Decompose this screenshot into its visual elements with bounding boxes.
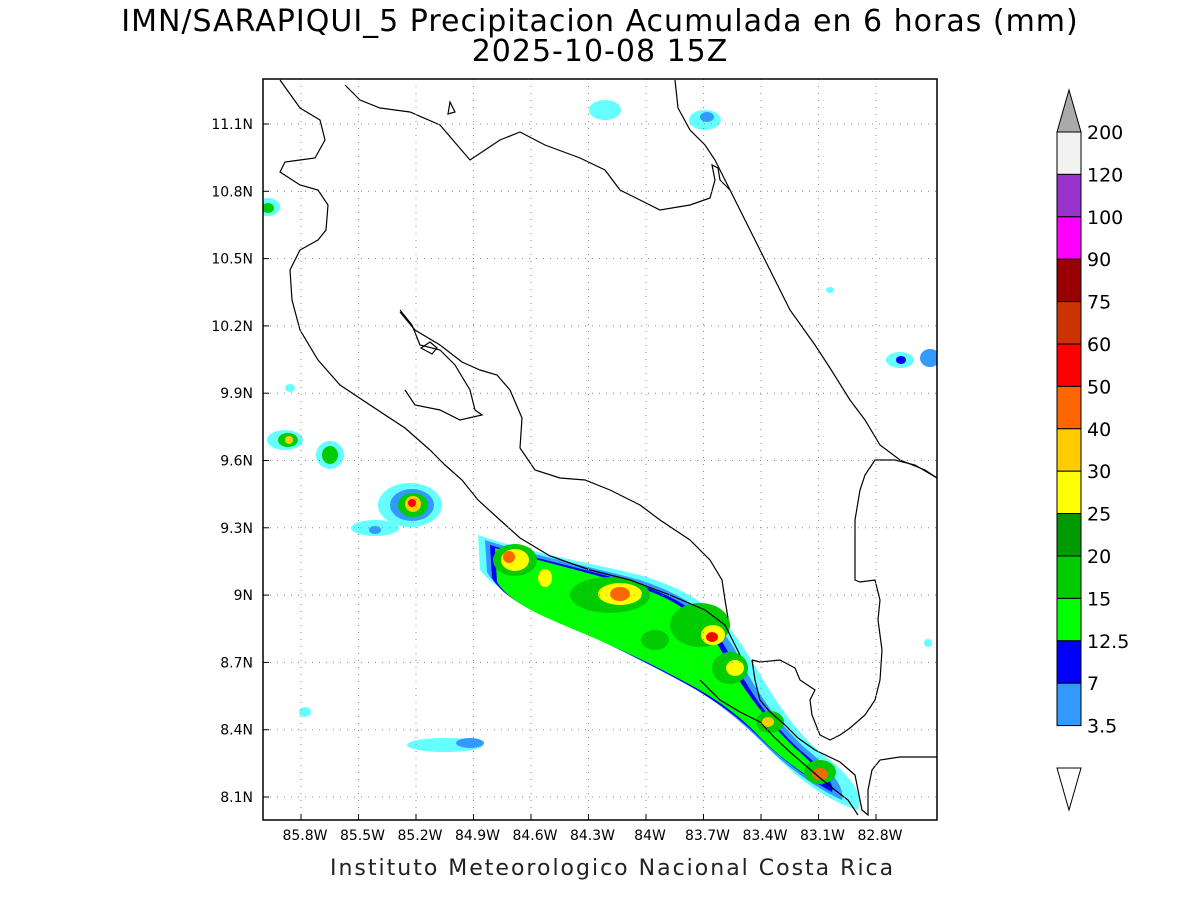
lon-tick-label: 84.9W	[455, 828, 500, 844]
colorbar-swatch	[1056, 428, 1082, 472]
lat-tick-label: 10.2N	[211, 319, 253, 335]
colorbar-label: 20	[1087, 546, 1111, 568]
lon-tick-label: 85.8W	[282, 828, 327, 844]
colorbar-legend: 200 120 100 90 75 60 50 40 30 25 20 15 12.5 7 3.5	[1056, 88, 1129, 812]
map-frame	[262, 78, 938, 821]
lon-tick-label: 83.4W	[742, 828, 787, 844]
colorbar-swatch	[1056, 131, 1082, 175]
lat-tick-label: 9.6N	[220, 454, 253, 470]
colorbar-swatch	[1056, 173, 1082, 218]
colorbar-label: 100	[1087, 207, 1123, 229]
lat-tick-label: 9.3N	[220, 521, 253, 537]
colorbar-swatch	[1056, 513, 1082, 557]
lon-tick-label: 85.5W	[340, 828, 385, 844]
lat-tick-label: 9.9N	[220, 386, 253, 402]
colorbar-label: 120	[1087, 164, 1123, 186]
colorbar-swatch	[1056, 301, 1082, 345]
lon-tick-label: 84.6W	[512, 828, 557, 844]
colorbar-label: 12.5	[1087, 631, 1129, 653]
lat-tick-label: 8.4N	[220, 723, 253, 739]
colorbar-swatch	[1056, 597, 1082, 642]
lon-tick-label: 82.8W	[857, 828, 902, 844]
map-subtitle: 2025-10-08 15Z	[471, 34, 729, 69]
graticule	[263, 79, 937, 820]
lat-tick-label: 10.8N	[211, 184, 253, 200]
colorbar-label: 3.5	[1087, 716, 1117, 738]
longitude-labels: 85.8W 85.5W 85.2W 84.9W 84.6W 84.3W 84W 83.7W 83…	[282, 828, 902, 844]
lat-tick-label: 9N	[234, 588, 253, 604]
colorbar-label: 50	[1087, 376, 1111, 398]
colorbar-swatch	[1056, 216, 1082, 260]
colorbar-label: 40	[1087, 419, 1111, 441]
colorbar-swatch	[1056, 258, 1082, 303]
colorbar-label: 7	[1087, 673, 1099, 695]
colorbar-label: 30	[1087, 461, 1111, 483]
lon-tick-label: 85.2W	[397, 828, 442, 844]
lat-tick-label: 11.1N	[211, 117, 253, 133]
lon-tick-label: 84.3W	[570, 828, 615, 844]
lon-tick-label: 83.7W	[685, 828, 730, 844]
colorbar-label: 200	[1087, 122, 1123, 144]
colorbar-label: 25	[1087, 504, 1111, 526]
coastline	[279, 79, 937, 817]
colorbar-max-arrow	[1056, 88, 1082, 133]
colorbar-label: 15	[1087, 588, 1111, 610]
colorbar-swatch	[1056, 555, 1082, 599]
colorbar-swatch	[1056, 470, 1082, 515]
colorbar-min-arrow	[1056, 767, 1082, 812]
precipitation-field	[263, 100, 937, 810]
colorbar-label: 60	[1087, 334, 1111, 356]
footer-credit: Instituto Meteorologico Nacional Costa R…	[330, 856, 896, 881]
colorbar-swatch	[1056, 640, 1082, 684]
colorbar-swatch	[1056, 682, 1082, 727]
colorbar-swatch	[1056, 343, 1082, 387]
lat-tick-label: 8.7N	[220, 655, 253, 671]
colorbar-swatch	[1056, 385, 1082, 430]
latitude-labels: 11.1N 10.8N 10.5N 10.2N 9.9N 9.6N 9.3N 9N 8.7N 8.…	[211, 117, 253, 806]
map-title: IMN/SARAPIQUI_5 Precipitacion Acumulada …	[121, 4, 1079, 39]
lon-tick-label: 84W	[634, 828, 666, 844]
colorbar-label: 90	[1087, 249, 1111, 271]
colorbar-label: 75	[1087, 292, 1111, 314]
lon-tick-label: 83.1W	[800, 828, 845, 844]
lat-tick-label: 8.1N	[220, 790, 253, 806]
lat-tick-label: 10.5N	[211, 252, 253, 268]
